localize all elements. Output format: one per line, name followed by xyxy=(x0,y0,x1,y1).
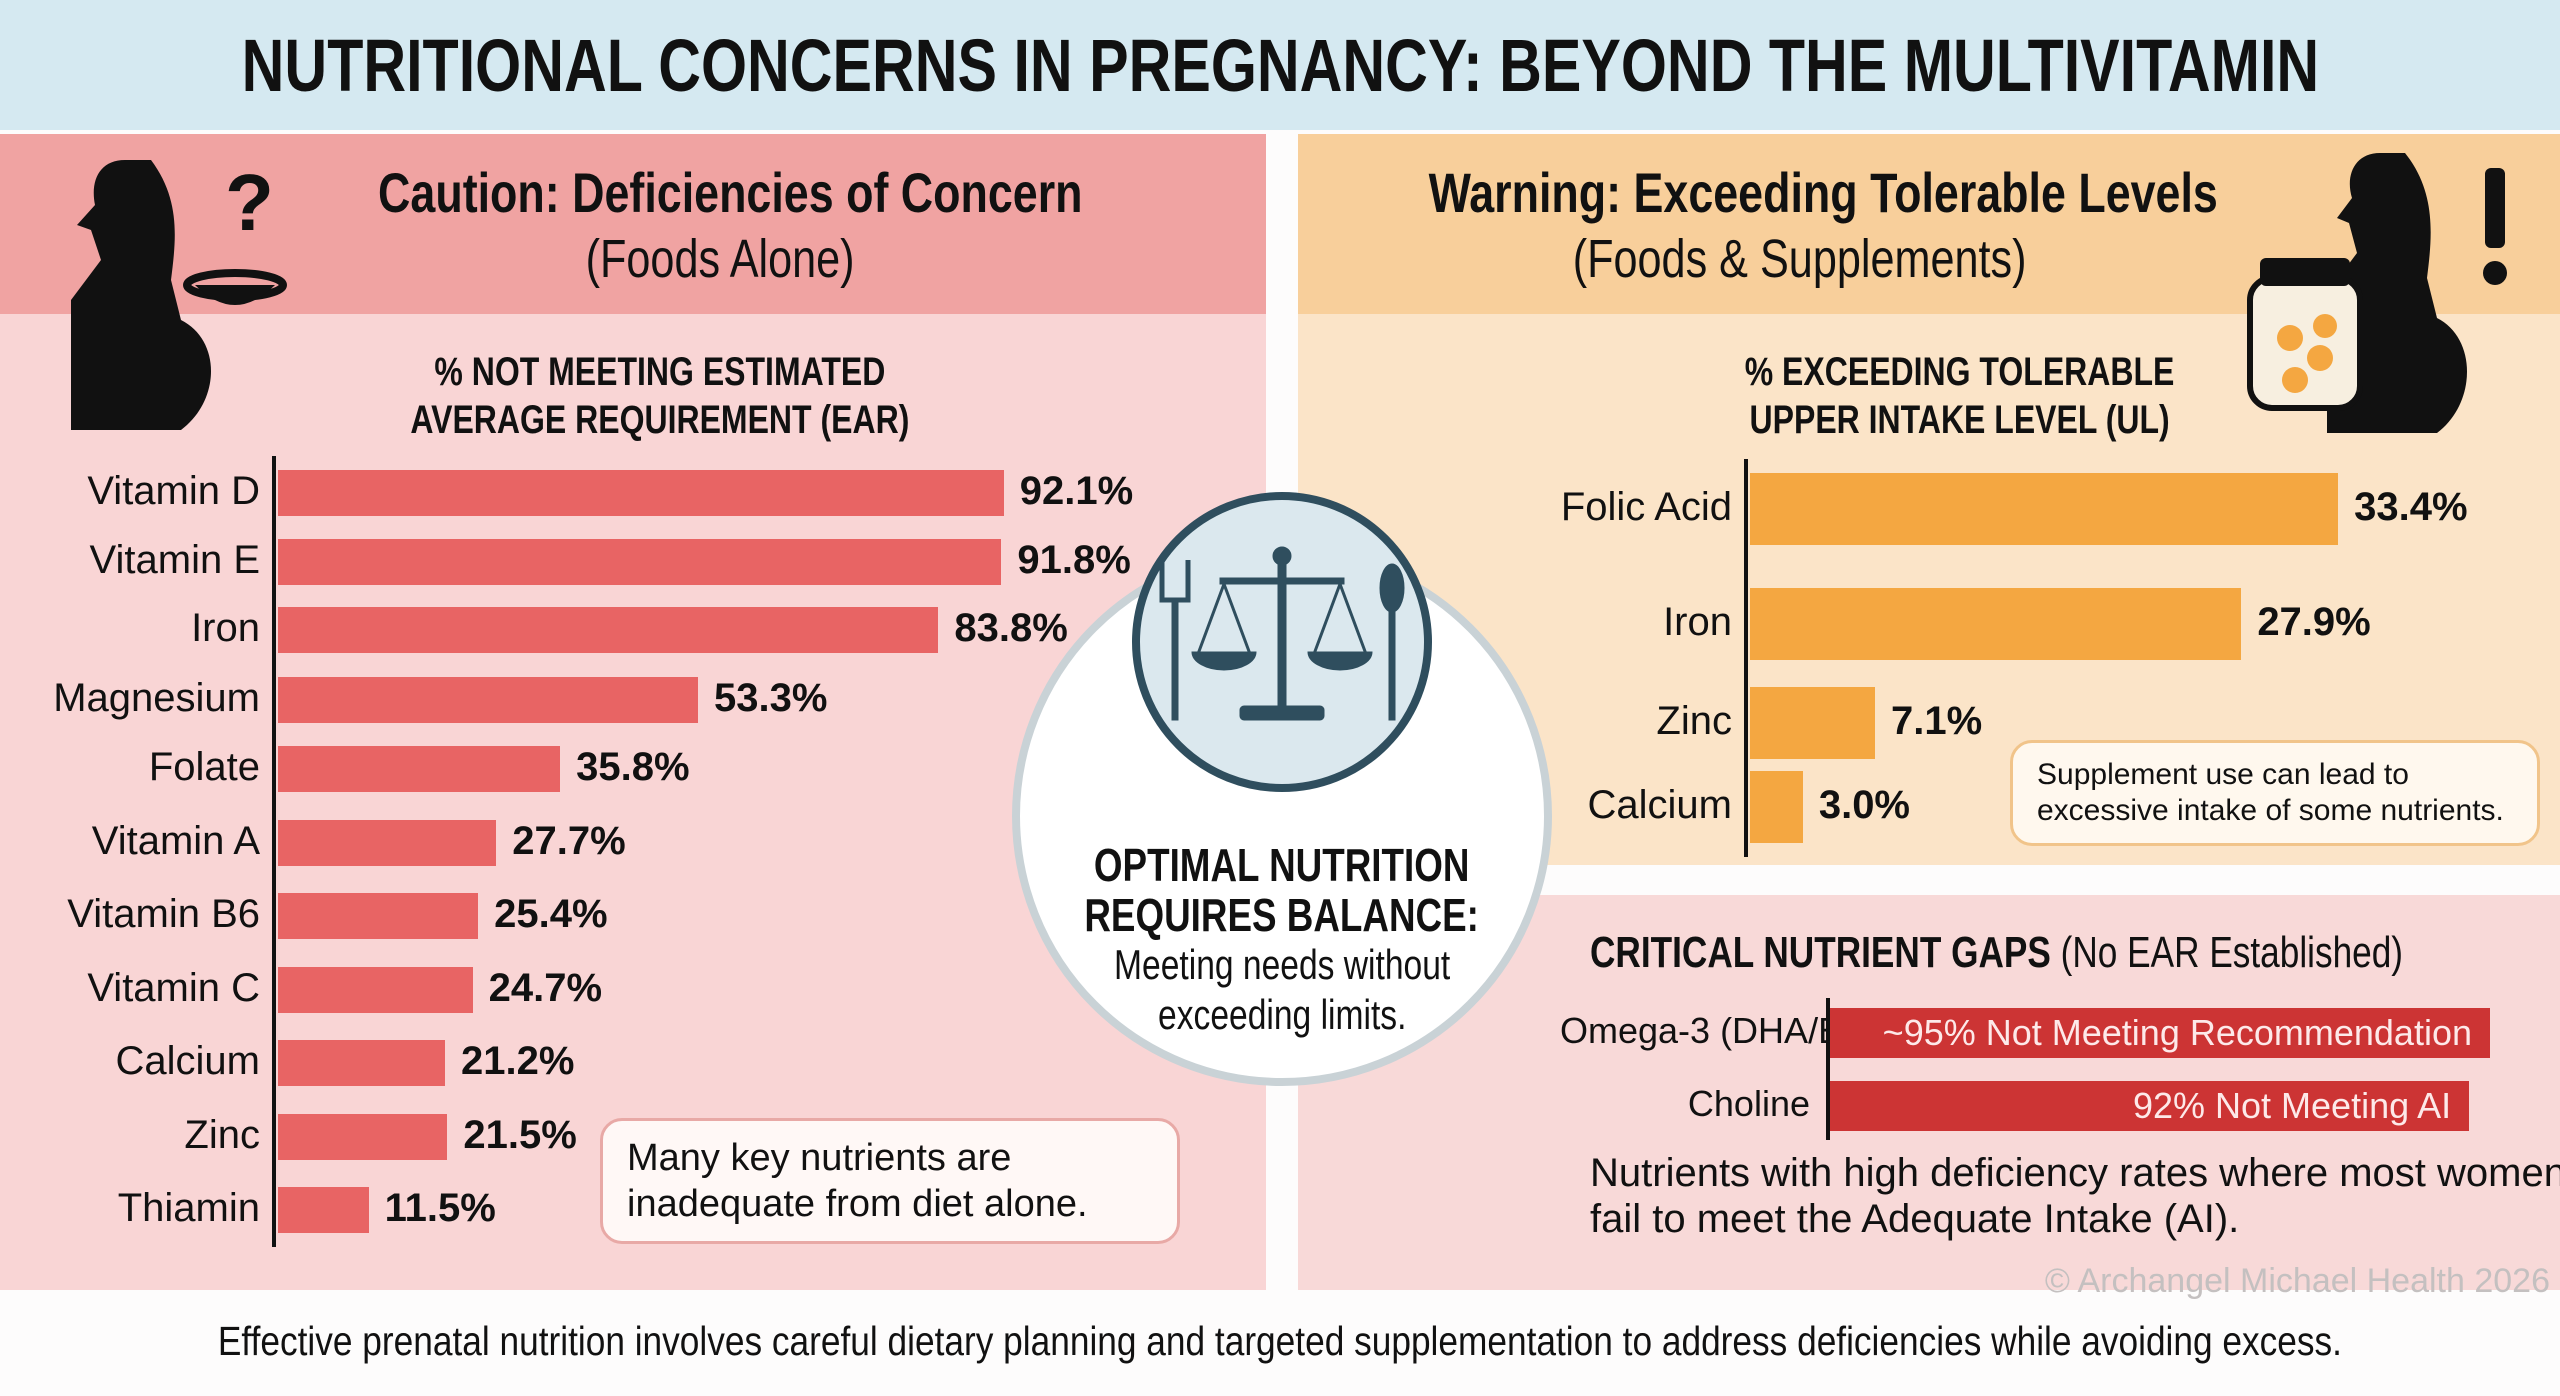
bar xyxy=(278,677,698,723)
bar-value: 27.9% xyxy=(2257,600,2371,644)
bar-value: 7.1% xyxy=(1891,699,1983,743)
page-title-bar: NUTRITIONAL CONCERNS IN PREGNANCY: BEYON… xyxy=(0,0,2560,130)
footer-wrap: Effective prenatal nutrition involves ca… xyxy=(0,1318,2560,1365)
gaps-title: CRITICAL NUTRIENT GAPS (No EAR Establish… xyxy=(1590,928,2404,977)
bar-label: Iron xyxy=(1663,600,1732,644)
bar-label: Vitamin C xyxy=(87,966,260,1010)
bar-value: 3.0% xyxy=(1818,783,1910,827)
bar-label: Folate xyxy=(148,745,260,789)
footer-summary: Effective prenatal nutrition involves ca… xyxy=(217,1318,2343,1364)
chart-axis xyxy=(272,456,276,1247)
bar-value: 83.8% xyxy=(954,606,1068,650)
bar xyxy=(1750,771,1803,843)
deficiency-chart-title-line1: % NOT MEETING ESTIMATED xyxy=(434,350,886,394)
balance-icon-circle xyxy=(1132,492,1432,792)
bar xyxy=(278,1187,369,1233)
copyright: © Archangel Michael Health 2026 xyxy=(2044,1262,2550,1300)
bar xyxy=(278,470,1004,516)
gap-label: Omega-3 (DHA/EPA) xyxy=(1560,1010,1900,1051)
bar xyxy=(278,967,473,1013)
bar xyxy=(1750,687,1876,759)
bar-label: Vitamin A xyxy=(91,819,260,863)
balance-line4: exceeding limits. xyxy=(1157,991,1407,1038)
balance-line1: OPTIMAL NUTRITION xyxy=(1094,839,1470,891)
excess-chart-title: % EXCEEDING TOLERABLE UPPER INTAKE LEVEL … xyxy=(1620,348,2300,444)
bar xyxy=(1750,473,2339,545)
bar-label: Vitamin B6 xyxy=(67,892,260,936)
bar xyxy=(278,746,561,792)
bar-value: 91.8% xyxy=(1017,538,1131,582)
gaps-axis xyxy=(1826,998,1830,1140)
bar-label: Vitamin D xyxy=(87,469,260,513)
bar-label: Vitamin E xyxy=(89,538,260,582)
bar-value: 25.4% xyxy=(494,892,608,936)
bar xyxy=(278,820,497,866)
deficiency-chart: Vitamin D 92.1% Vitamin E 91.8% Iron 83.8% Mag… xyxy=(0,456,1266,1250)
excess-subheading: (Foods & Supplements) xyxy=(1573,229,2027,289)
bar-label: Thiamin xyxy=(117,1186,260,1230)
deficiency-subheading-wrap: (Foods Alone) xyxy=(290,228,1150,290)
page-title: NUTRITIONAL CONCERNS IN PREGNANCY: BEYON… xyxy=(241,23,2319,107)
excess-heading: Warning: Exceeding Tolerable Levels xyxy=(1428,161,2218,224)
bar-value: 27.7% xyxy=(512,819,626,863)
deficiency-heading-wrap: Caution: Deficiencies of Concern xyxy=(290,160,1150,225)
bar-label: Zinc xyxy=(184,1113,260,1157)
balance-text: OPTIMAL NUTRITION REQUIRES BALANCE: Meet… xyxy=(1012,840,1552,1040)
bar-label: Calcium xyxy=(1587,783,1732,827)
svg-text:?: ? xyxy=(225,158,274,247)
bar xyxy=(278,1114,448,1160)
pregnant-woman-with-supplement-bottle-exclamation-icon xyxy=(2247,153,2507,433)
bar-label: Zinc xyxy=(1656,699,1732,743)
balance-line2: REQUIRES BALANCE: xyxy=(1084,889,1480,941)
bar-label: Folic Acid xyxy=(1560,485,1732,529)
bar-value: 53.3% xyxy=(714,676,828,720)
excess-chart: Folic Acid 33.4% Iron 27.9% Zinc 7.1% Calcium 3… xyxy=(1298,459,2560,860)
excess-chart-title-line1: % EXCEEDING TOLERABLE xyxy=(1745,350,2175,394)
balance-line3: Meeting needs without xyxy=(1113,941,1451,988)
excess-chart-title-line2: UPPER INTAKE LEVEL (UL) xyxy=(1749,398,2171,442)
gap-bar: ~95% Not Meeting Recommendation xyxy=(1830,1008,2490,1058)
deficiency-heading: Caution: Deficiencies of Concern xyxy=(378,161,1083,224)
bar-value: 24.7% xyxy=(488,966,603,1010)
bar-value: 33.4% xyxy=(2354,485,2468,529)
bar-value: 11.5% xyxy=(384,1186,496,1230)
bar xyxy=(278,539,1002,585)
bar-label: Calcium xyxy=(115,1039,260,1083)
bar xyxy=(278,1040,446,1086)
excess-note: Supplement use can lead to excessive int… xyxy=(2010,740,2540,846)
bar xyxy=(278,893,479,939)
deficiency-chart-title-line2: AVERAGE REQUIREMENT (EAR) xyxy=(410,398,910,442)
bar-label: Magnesium xyxy=(53,676,260,720)
bar-value: 35.8% xyxy=(576,745,690,789)
fork-scale-spoon-icon xyxy=(1159,546,1405,721)
bar-value: 92.1% xyxy=(1019,469,1134,513)
gap-bar: 92% Not Meeting AI xyxy=(1830,1081,2470,1131)
deficiency-panel-header xyxy=(0,134,1266,314)
excess-heading-wrap: Warning: Exceeding Tolerable Levels xyxy=(1330,160,2270,225)
chart-axis xyxy=(1744,459,1748,857)
deficiency-note: Many key nutrients are inadequate from d… xyxy=(600,1118,1180,1244)
bar-value: 21.2% xyxy=(461,1039,575,1083)
deficiency-subheading: (Foods Alone) xyxy=(585,229,855,289)
gap-label: Choline xyxy=(1687,1083,1810,1124)
bar-value: 21.5% xyxy=(463,1113,577,1157)
excess-subheading-wrap: (Foods & Supplements) xyxy=(1330,228,2270,290)
gaps-description: Nutrients with high deficiency rates whe… xyxy=(1590,1151,2560,1241)
bar xyxy=(278,607,939,653)
bar xyxy=(1750,588,2242,660)
pregnant-woman-with-bowl-question-icon: ? xyxy=(71,158,287,430)
deficiency-chart-title: % NOT MEETING ESTIMATED AVERAGE REQUIREME… xyxy=(280,348,1040,444)
bar-label: Iron xyxy=(191,606,260,650)
